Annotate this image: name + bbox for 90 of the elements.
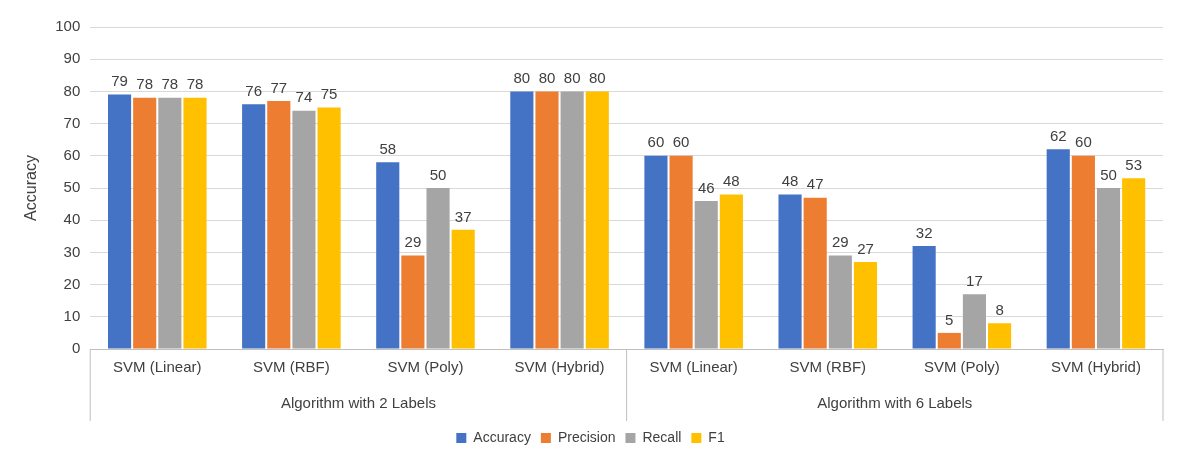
bar (1046, 149, 1070, 349)
y-tick-label: 80 (63, 81, 81, 99)
bar (803, 197, 827, 349)
bar (719, 194, 743, 349)
bar (401, 255, 425, 349)
y-tick-label: 0 (71, 339, 81, 357)
bar (585, 91, 609, 349)
data-label: 27 (857, 239, 874, 257)
data-label: 78 (186, 75, 204, 93)
data-label: 60 (672, 133, 690, 151)
y-tick-label: 30 (63, 242, 81, 260)
bar (669, 155, 693, 349)
data-label: 5 (945, 310, 954, 328)
data-label: 62 (1049, 127, 1067, 144)
bar (133, 97, 157, 349)
data-label: 50 (429, 165, 447, 183)
x-tick-label: SVM (Poly) (387, 358, 464, 376)
y-tick-label: 50 (63, 178, 81, 196)
y-tick-label: 70 (63, 113, 81, 131)
y-tick-label: 40 (63, 210, 81, 228)
bar (267, 101, 291, 349)
text: Algorithm with 2 Labels (280, 394, 436, 412)
data-label: 78 (161, 75, 179, 93)
y-axis-title: Accuracy (22, 155, 40, 221)
bar (317, 107, 341, 349)
text: Algorithm with 6 Labels (817, 394, 973, 412)
data-label: 48 (723, 172, 740, 190)
x-tick-label: SVM (Linear) (113, 358, 202, 376)
data-label: 80 (513, 69, 531, 87)
data-label: 29 (831, 233, 849, 251)
data-label: 58 (379, 139, 397, 157)
data-label: 79 (111, 72, 128, 90)
bar (451, 229, 475, 349)
data-label: 75 (320, 85, 338, 103)
y-tick-label: 60 (63, 145, 81, 163)
bar (535, 91, 559, 349)
data-label: 77 (270, 78, 288, 96)
data-label: 48 (781, 172, 799, 190)
data-label: 80 (563, 69, 581, 87)
bar (376, 162, 400, 349)
bar (962, 294, 986, 349)
legend-label: Accuracy (473, 428, 531, 445)
y-tick-label: 20 (63, 274, 81, 292)
bar (183, 97, 207, 349)
data-label: 32 (915, 223, 933, 241)
legend-label: F1 (708, 428, 725, 445)
legend-label: Recall (642, 428, 682, 445)
bar (988, 323, 1012, 349)
bar (778, 194, 802, 349)
y-tick-label: 90 (63, 49, 81, 67)
data-label: 76 (245, 81, 262, 99)
x-tick-label: SVM (Linear) (649, 358, 738, 376)
data-label: 80 (538, 69, 556, 87)
data-label: 80 (588, 69, 606, 87)
y-tick-label: 10 (63, 306, 81, 324)
x-tick-label: SVM (Poly) (923, 358, 1000, 376)
x-tick-label: SVM (RBF) (789, 358, 867, 376)
bar (1096, 188, 1121, 349)
x-tick-label: SVM (Hybrid) (514, 358, 605, 376)
bar (853, 262, 878, 349)
data-label: 37 (454, 207, 472, 225)
bar (158, 97, 182, 349)
legend-label: Precision (557, 428, 616, 445)
x-tick-label: SVM (RBF) (253, 358, 330, 376)
data-label: 46 (697, 178, 715, 196)
data-label: 17 (966, 271, 983, 289)
bar (426, 188, 450, 349)
data-label: 50 (1100, 165, 1117, 183)
data-label: 60 (1075, 133, 1092, 151)
bar (560, 91, 584, 349)
bar (644, 155, 668, 349)
data-label: 74 (295, 88, 313, 106)
data-label: 29 (404, 233, 422, 251)
bar (108, 94, 132, 349)
bar (242, 104, 266, 349)
bar (912, 245, 936, 349)
data-label: 60 (647, 133, 665, 151)
bar (828, 255, 852, 349)
bar (694, 200, 718, 349)
bar (937, 332, 961, 349)
data-label: 47 (806, 175, 824, 193)
data-label: 8 (995, 300, 1004, 318)
data-label: 78 (136, 75, 154, 93)
data-label: 53 (1125, 155, 1143, 173)
bar (292, 110, 316, 349)
x-tick-label: SVM (Hybrid) (1050, 358, 1141, 376)
y-tick-label: 100 (55, 17, 81, 35)
bar (510, 91, 534, 349)
bar (1122, 178, 1146, 349)
bar (1071, 155, 1095, 349)
